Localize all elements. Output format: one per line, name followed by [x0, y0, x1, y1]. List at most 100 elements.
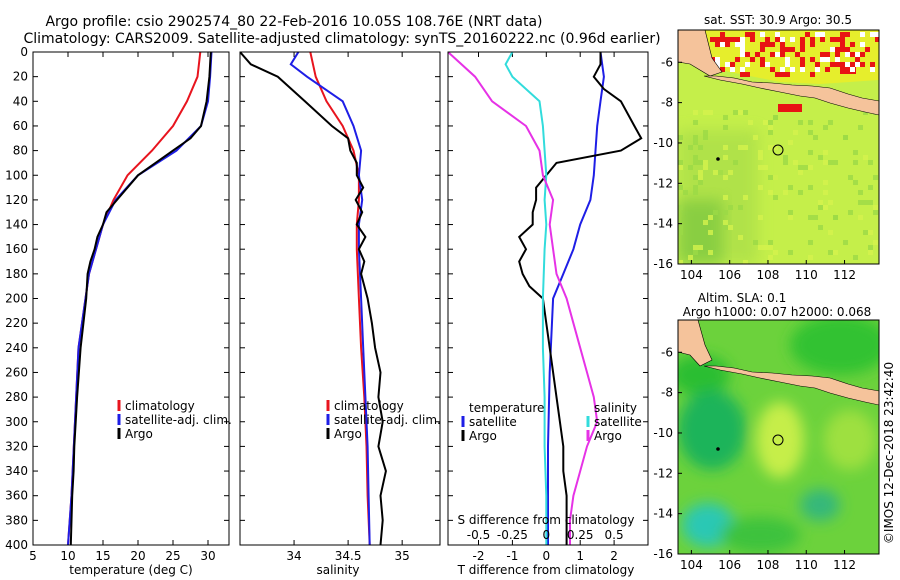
- map-y-tick-label: -10: [653, 136, 673, 150]
- sst-pixel: [723, 195, 728, 200]
- sst-pixel: [783, 160, 788, 165]
- temperature-xlabel: temperature (deg C): [69, 563, 192, 577]
- sst-pixel: [793, 130, 798, 135]
- sla-blob: [678, 390, 746, 470]
- sst-pixel: [853, 150, 858, 155]
- sst-hot-pixel: [820, 37, 825, 42]
- y-tick-label: 320: [5, 439, 28, 453]
- map-y-tick-label: -8: [661, 96, 673, 110]
- x-tick-label: 20: [130, 549, 145, 563]
- sst-hot-pixel: [860, 62, 865, 67]
- sst-pixel: [823, 160, 828, 165]
- sst-pixel: [748, 120, 753, 125]
- sst-pixel: [678, 205, 683, 210]
- sla-blob: [678, 355, 730, 395]
- sst-pixel: [688, 255, 693, 260]
- imos-credit: ©IMOS 12-Dec-2018 23:42:40: [882, 362, 896, 544]
- sst-missing-pixel: [765, 62, 770, 67]
- sst-pixel: [728, 170, 733, 175]
- difference-panel: -2 -1 0 1 2 T difference from climatology S …: [447, 51, 649, 577]
- sla-map-title-line2: Argo h1000: 0.07 h2000: 0.068: [683, 305, 872, 319]
- sst-pixel: [693, 110, 698, 115]
- sst-pixel: [743, 145, 748, 150]
- figure-title-line1: Argo profile: csio 2902574_80 22-Feb-201…: [45, 14, 542, 30]
- sst-pixel: [693, 140, 698, 145]
- sst-hot-pixel: [770, 42, 775, 47]
- sst-pixel: [693, 245, 698, 250]
- sst-pixel: [678, 260, 683, 264]
- sst-hot-pixel: [760, 47, 765, 52]
- sst-hot-pixel: [800, 47, 805, 52]
- sst-pixel: [708, 215, 713, 220]
- sst-hot-pixel: [865, 47, 870, 52]
- sst-hot-pixel: [730, 37, 735, 42]
- salinity-legend: climatology satellite-adj. clim. Argo: [326, 399, 441, 441]
- sst-pixel: [768, 255, 773, 260]
- map-x-tick-label: 104: [680, 558, 703, 572]
- top-axis-tick-label: 0.5: [605, 528, 624, 542]
- sst-pixel: [723, 115, 728, 120]
- sst-pixel: [858, 125, 863, 130]
- sst-hot-pixel: [835, 52, 840, 57]
- sst-missing-pixels: [700, 32, 879, 72]
- sst-pixel: [693, 155, 698, 160]
- sst-pixel: [693, 185, 698, 190]
- sst-pixel: [768, 145, 773, 150]
- sst-missing-pixel: [775, 32, 780, 37]
- sst-pixel: [788, 185, 793, 190]
- sst-pixel: [773, 250, 778, 255]
- sst-pixel: [713, 170, 718, 175]
- sst-pixel: [818, 225, 823, 230]
- sst-missing-pixel: [715, 57, 720, 62]
- sst-pixel: [703, 165, 708, 170]
- y-tick-label: 60: [13, 119, 28, 133]
- sst-pixel: [863, 230, 868, 235]
- series-line-s-argo: [448, 52, 599, 545]
- sst-pixel: [773, 195, 778, 200]
- sst-pixel: [808, 130, 813, 135]
- sst-pixel: [788, 210, 793, 215]
- sst-pixel: [703, 135, 708, 140]
- sst-hot-pixel: [835, 62, 840, 67]
- sst-hot-pixel: [770, 67, 775, 72]
- y-tick-label: 280: [5, 390, 28, 404]
- sst-pixel: [678, 225, 683, 230]
- top-axis-tick-label: -0.25: [497, 528, 528, 542]
- sst-pixel: [683, 190, 688, 195]
- legend-label-s-argo: Argo: [594, 429, 622, 443]
- sst-hot-pixel: [780, 72, 785, 77]
- sst-missing-pixel: [855, 52, 860, 57]
- map-x-tick-label: 108: [757, 558, 780, 572]
- sst-pixel: [743, 195, 748, 200]
- x-tick-label: 0: [542, 549, 550, 563]
- map-y-tick-label: -6: [661, 55, 673, 69]
- sla-map-title-line1: Altim. SLA: 0.1: [698, 291, 786, 305]
- map-y-tick-label: -14: [653, 507, 673, 521]
- sst-hot-pixel: [840, 37, 845, 42]
- difference-top-label: S difference from climatology: [458, 513, 635, 527]
- sst-pixel: [758, 215, 763, 220]
- sst-hot-pixel: [815, 62, 820, 67]
- sst-pixel: [818, 200, 823, 205]
- sst-pixel: [843, 240, 848, 245]
- sst-hot-pixel: [735, 37, 740, 42]
- sst-hot-pixel: [785, 47, 790, 52]
- sst-hot-pixel: [875, 37, 879, 42]
- sst-pixel: [863, 155, 868, 160]
- sst-pixel: [678, 135, 683, 140]
- x-tick-label: -2: [473, 549, 485, 563]
- series-line-satellite-adj-clim-: [289, 52, 371, 545]
- sst-pixel: [743, 110, 748, 115]
- legend-label-satellite: satellite-adj. clim.: [334, 413, 441, 427]
- map-y-tick-label: -12: [653, 176, 673, 190]
- sst-pixel: [808, 240, 813, 245]
- sst-pixel: [743, 260, 748, 264]
- sst-pixel: [758, 165, 763, 170]
- sst-missing-pixel: [745, 62, 750, 67]
- sla-blob: [790, 320, 879, 375]
- legend-label-argo: Argo: [125, 427, 153, 441]
- sst-pixel: [853, 160, 858, 165]
- sst-pixel: [723, 175, 728, 180]
- sst-hot-pixel: [780, 47, 785, 52]
